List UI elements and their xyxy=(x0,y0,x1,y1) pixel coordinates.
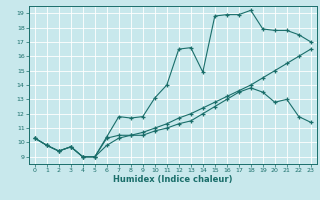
X-axis label: Humidex (Indice chaleur): Humidex (Indice chaleur) xyxy=(113,175,233,184)
